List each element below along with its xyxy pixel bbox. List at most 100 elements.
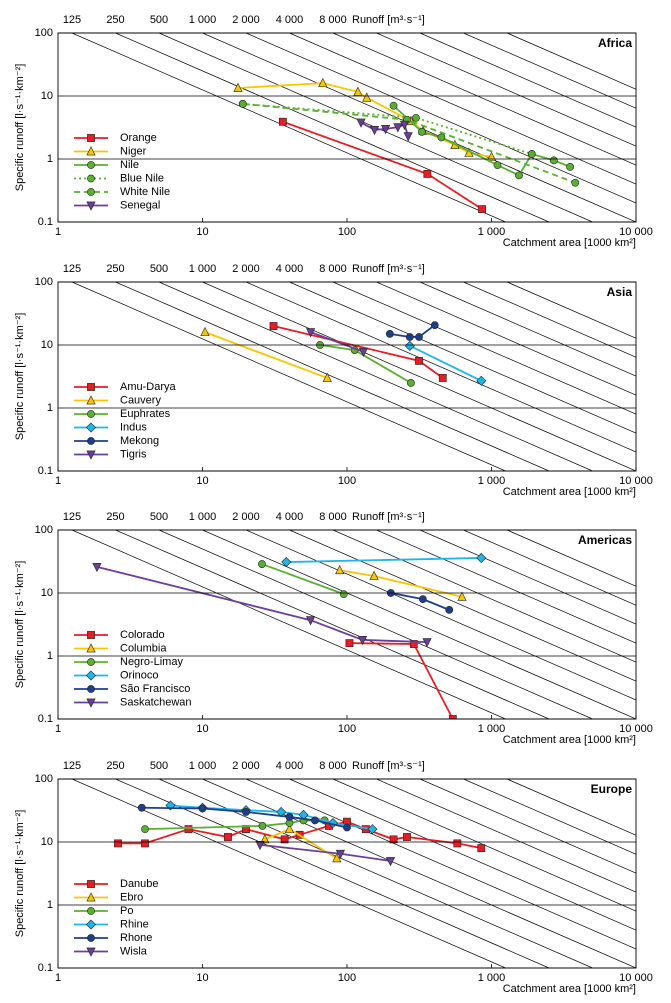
- marker: [448, 715, 457, 719]
- marker: [571, 178, 580, 187]
- legend-item: Saskatchewan: [74, 696, 192, 708]
- runoff-line: [463, 33, 636, 109]
- runoff-line: [202, 282, 636, 471]
- panel-title: Asia: [607, 285, 633, 299]
- series-line: [96, 565, 428, 644]
- legend-item: Indus: [74, 421, 147, 433]
- marker: [86, 450, 96, 460]
- runoff-line: [158, 779, 593, 968]
- runoff-axis-label: Runoff [m³·s⁻¹]: [352, 14, 425, 26]
- y-tick-label: 1: [47, 899, 53, 911]
- legend-label: São Francisco: [120, 683, 190, 695]
- runoff-line: [419, 530, 636, 625]
- marker: [87, 685, 95, 693]
- panel: 125 250 500 1 000 2 000 4 000 8 000 Runoff [m³·…: [14, 511, 653, 746]
- legend-label: White Nile: [120, 186, 170, 198]
- marker: [409, 640, 418, 648]
- marker: [369, 125, 380, 136]
- panel-title: Americas: [578, 533, 632, 547]
- legend-label: Euphrates: [120, 408, 171, 420]
- marker: [85, 422, 97, 433]
- series-line: [259, 843, 391, 862]
- marker: [87, 161, 95, 169]
- marker: [87, 658, 95, 666]
- marker: [86, 201, 96, 211]
- series-line: [392, 105, 571, 177]
- marker: [280, 835, 289, 844]
- marker: [385, 330, 394, 338]
- runoff-tick-label: 125: [63, 511, 81, 523]
- marker: [306, 328, 316, 338]
- runoff-tick-label: 500: [150, 263, 168, 275]
- y-axis-label: Specific runoff [l·s⁻¹·km⁻²]: [14, 810, 26, 938]
- panel: 125 250 500 1 000 2 000 4 000 8 000 Runoff [m³·…: [14, 263, 653, 498]
- legend-label: Columbia: [120, 642, 167, 654]
- marker: [381, 125, 391, 135]
- marker: [224, 833, 232, 841]
- marker: [87, 907, 95, 915]
- x-tick-label: 100: [338, 972, 356, 984]
- runoff-line: [115, 282, 550, 471]
- x-axis-label: Catchment area [1000 km²]: [503, 734, 636, 746]
- marker: [385, 857, 396, 867]
- panel-title: Africa: [598, 36, 632, 50]
- runoff-axis-label: Runoff [m³·s⁻¹]: [352, 511, 425, 523]
- marker: [353, 86, 363, 96]
- marker: [332, 853, 342, 863]
- runoff-line: [115, 779, 550, 968]
- marker: [393, 123, 403, 133]
- y-tick-label: 1: [47, 650, 53, 662]
- runoff-line: [289, 282, 636, 434]
- runoff-tick-label: 4 000: [276, 263, 304, 275]
- marker: [242, 808, 250, 816]
- marker: [87, 383, 95, 391]
- y-axis-label: Specific runoff [l·s⁻¹·km⁻²]: [14, 561, 26, 689]
- x-tick-label: 100: [338, 475, 356, 487]
- legend-item: Colorado: [74, 629, 165, 641]
- marker: [184, 825, 193, 834]
- marker: [389, 835, 398, 844]
- runoff-line: [463, 779, 636, 855]
- legend-label: Ebro: [120, 891, 143, 903]
- runoff-line: [289, 530, 636, 682]
- marker: [281, 557, 292, 568]
- runoff-line: [245, 282, 636, 453]
- legend-label: Orange: [120, 132, 157, 144]
- runoff-tick-label: 4 000: [276, 14, 304, 26]
- runoff-tick-label: 125: [63, 263, 81, 275]
- marker: [422, 638, 432, 648]
- runoff-line: [332, 779, 636, 912]
- legend-label: Negro-Limay: [120, 656, 183, 668]
- marker: [137, 803, 146, 812]
- runoff-line: [71, 33, 506, 222]
- marker: [260, 834, 270, 844]
- legend-item: Rhine: [74, 918, 149, 930]
- runoff-line: [506, 33, 636, 90]
- legend-item: Niger: [74, 145, 147, 157]
- plot-frame: [57, 281, 637, 472]
- x-tick-label: 10 000: [619, 723, 653, 735]
- marker: [335, 564, 345, 575]
- y-tick-label: 100: [35, 773, 53, 785]
- runoff-line: [463, 530, 636, 606]
- marker: [87, 880, 95, 888]
- legend-item: Blue Nile: [74, 172, 164, 184]
- x-tick-label: 10: [196, 475, 208, 487]
- runoff-line: [376, 33, 636, 147]
- marker: [418, 595, 427, 604]
- runoff-tick-label: 2 000: [232, 14, 260, 26]
- runoff-line: [419, 779, 636, 874]
- y-tick-label: 10: [41, 836, 53, 848]
- marker: [327, 818, 339, 829]
- runoff-tick-label: 4 000: [276, 511, 304, 523]
- marker: [233, 82, 243, 92]
- marker: [258, 560, 266, 568]
- legend-label: Niger: [120, 145, 147, 157]
- panel-title: Europe: [591, 782, 633, 796]
- y-tick-label: 10: [41, 90, 53, 102]
- legend-label: Tigris: [120, 448, 147, 460]
- legend-item: Cauvery: [74, 394, 161, 406]
- runoff-line: [158, 282, 593, 471]
- x-axis-label: Catchment area [1000 km²]: [503, 486, 636, 498]
